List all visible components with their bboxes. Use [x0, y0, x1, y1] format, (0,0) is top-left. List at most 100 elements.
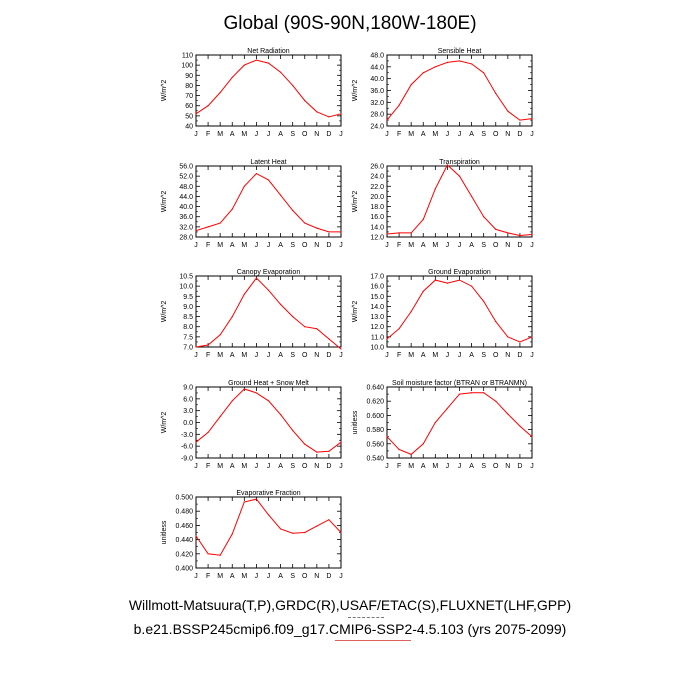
data-point [340, 348, 342, 350]
x-tick-label: M [241, 463, 247, 470]
x-tick-label: M [408, 463, 414, 470]
x-tick-label: J [446, 242, 450, 249]
figure-title: Global (90S-90N,180W-180E) [223, 13, 477, 34]
data-point [219, 334, 221, 336]
data-point [304, 531, 306, 534]
data-point [207, 553, 209, 555]
panel-title: Latent Heat [250, 159, 286, 166]
y-tick-label: 14.0 [370, 224, 384, 231]
y-tick-label: 16.0 [370, 214, 384, 221]
data-point [434, 421, 436, 424]
x-tick-label: M [217, 352, 223, 359]
y-tick-label: 7.0 [183, 345, 193, 352]
y-tick-label: 0.460 [175, 523, 193, 530]
y-tick-label: -6.0 [181, 444, 193, 451]
data-point [531, 336, 533, 338]
x-tick-label: A [421, 352, 426, 359]
y-tick-label: 0.620 [366, 399, 384, 406]
data-point [470, 285, 473, 287]
y-tick-label: 14.0 [370, 304, 384, 311]
data-point [231, 400, 233, 402]
x-tick-label: J [339, 573, 343, 580]
x-tick-label: O [493, 352, 499, 359]
y-tick-label: 44.0 [370, 64, 384, 71]
data-point [304, 222, 306, 224]
y-tick-label: 24.0 [370, 124, 384, 131]
x-tick-label: A [421, 131, 426, 138]
x-tick-label: J [385, 463, 389, 470]
data-point [434, 66, 436, 68]
y-tick-label: 80 [185, 83, 193, 90]
x-tick-label: A [278, 131, 283, 138]
y-tick-label: 0.640 [366, 385, 384, 392]
panel-title: Transpiration [439, 159, 480, 166]
data-point [195, 113, 197, 115]
x-tick-label: M [217, 573, 223, 580]
y-tick-label: 40 [185, 124, 193, 131]
x-tick-label: S [290, 352, 295, 359]
data-point [328, 450, 330, 452]
x-tick-label: J [267, 573, 271, 580]
x-tick-label: J [255, 463, 259, 470]
y-tick-label: 26.0 [370, 164, 384, 171]
panel-title: Ground Evaporation [428, 269, 491, 276]
y-tick-label: 0.500 [175, 495, 193, 502]
panel-7: Soil moisture factor (BTRAN or BTRANMN) 0… [352, 380, 534, 470]
x-tick-label: A [469, 242, 474, 249]
data-point [316, 227, 318, 229]
plot-frame [195, 386, 342, 459]
plot-frame [386, 386, 533, 459]
x-tick-label: F [206, 131, 210, 138]
x-tick-label: M [432, 463, 438, 470]
y-tick-label: 9.0 [183, 385, 193, 392]
y-tick-label: 0.580 [366, 427, 384, 434]
y-tick-label: 12.0 [370, 235, 384, 242]
y-tick-label: 18.0 [370, 204, 384, 211]
y-tick-label: -9.0 [181, 456, 193, 463]
x-tick-label: J [530, 242, 534, 249]
data-point [255, 392, 258, 394]
y-tick-label: 17.0 [370, 274, 384, 281]
data-point [267, 179, 270, 181]
y-tick-label: 0.440 [175, 537, 193, 544]
y-tick-label: 6.0 [183, 396, 193, 403]
data-point [243, 185, 245, 187]
y-tick-label: 20.0 [370, 194, 384, 201]
x-tick-label: N [314, 463, 319, 470]
x-tick-label: F [397, 463, 401, 470]
x-tick-label: A [230, 131, 235, 138]
data-point [243, 64, 245, 66]
data-point [470, 195, 473, 198]
data-point [279, 303, 282, 305]
x-tick-label: D [517, 242, 522, 249]
data-point [446, 282, 449, 284]
data-point [328, 338, 330, 340]
y-axis-label: W/m^2 [161, 301, 168, 323]
data-point [398, 328, 400, 330]
x-tick-label: J [339, 463, 343, 470]
data-point [470, 63, 473, 65]
x-tick-label: J [446, 463, 450, 470]
x-tick-label: F [206, 242, 210, 249]
data-point [422, 443, 424, 445]
data-point [446, 61, 449, 63]
plot-frame [195, 165, 342, 238]
x-tick-label: S [481, 131, 486, 138]
x-tick-label: O [493, 242, 499, 249]
y-tick-label: 100 [181, 63, 193, 70]
data-point [458, 279, 461, 281]
x-tick-label: J [339, 352, 343, 359]
data-point [398, 104, 400, 106]
data-point [207, 431, 209, 433]
data-point [446, 407, 449, 409]
data-point [231, 208, 233, 210]
data-point [195, 535, 197, 537]
y-tick-label: 10.0 [179, 284, 193, 291]
data-point [304, 443, 306, 445]
y-tick-label: 50 [185, 113, 193, 120]
data-point [243, 501, 245, 503]
data-point [458, 393, 461, 395]
data-point [446, 164, 449, 166]
x-tick-label: D [326, 131, 331, 138]
x-tick-label: J [530, 352, 534, 359]
